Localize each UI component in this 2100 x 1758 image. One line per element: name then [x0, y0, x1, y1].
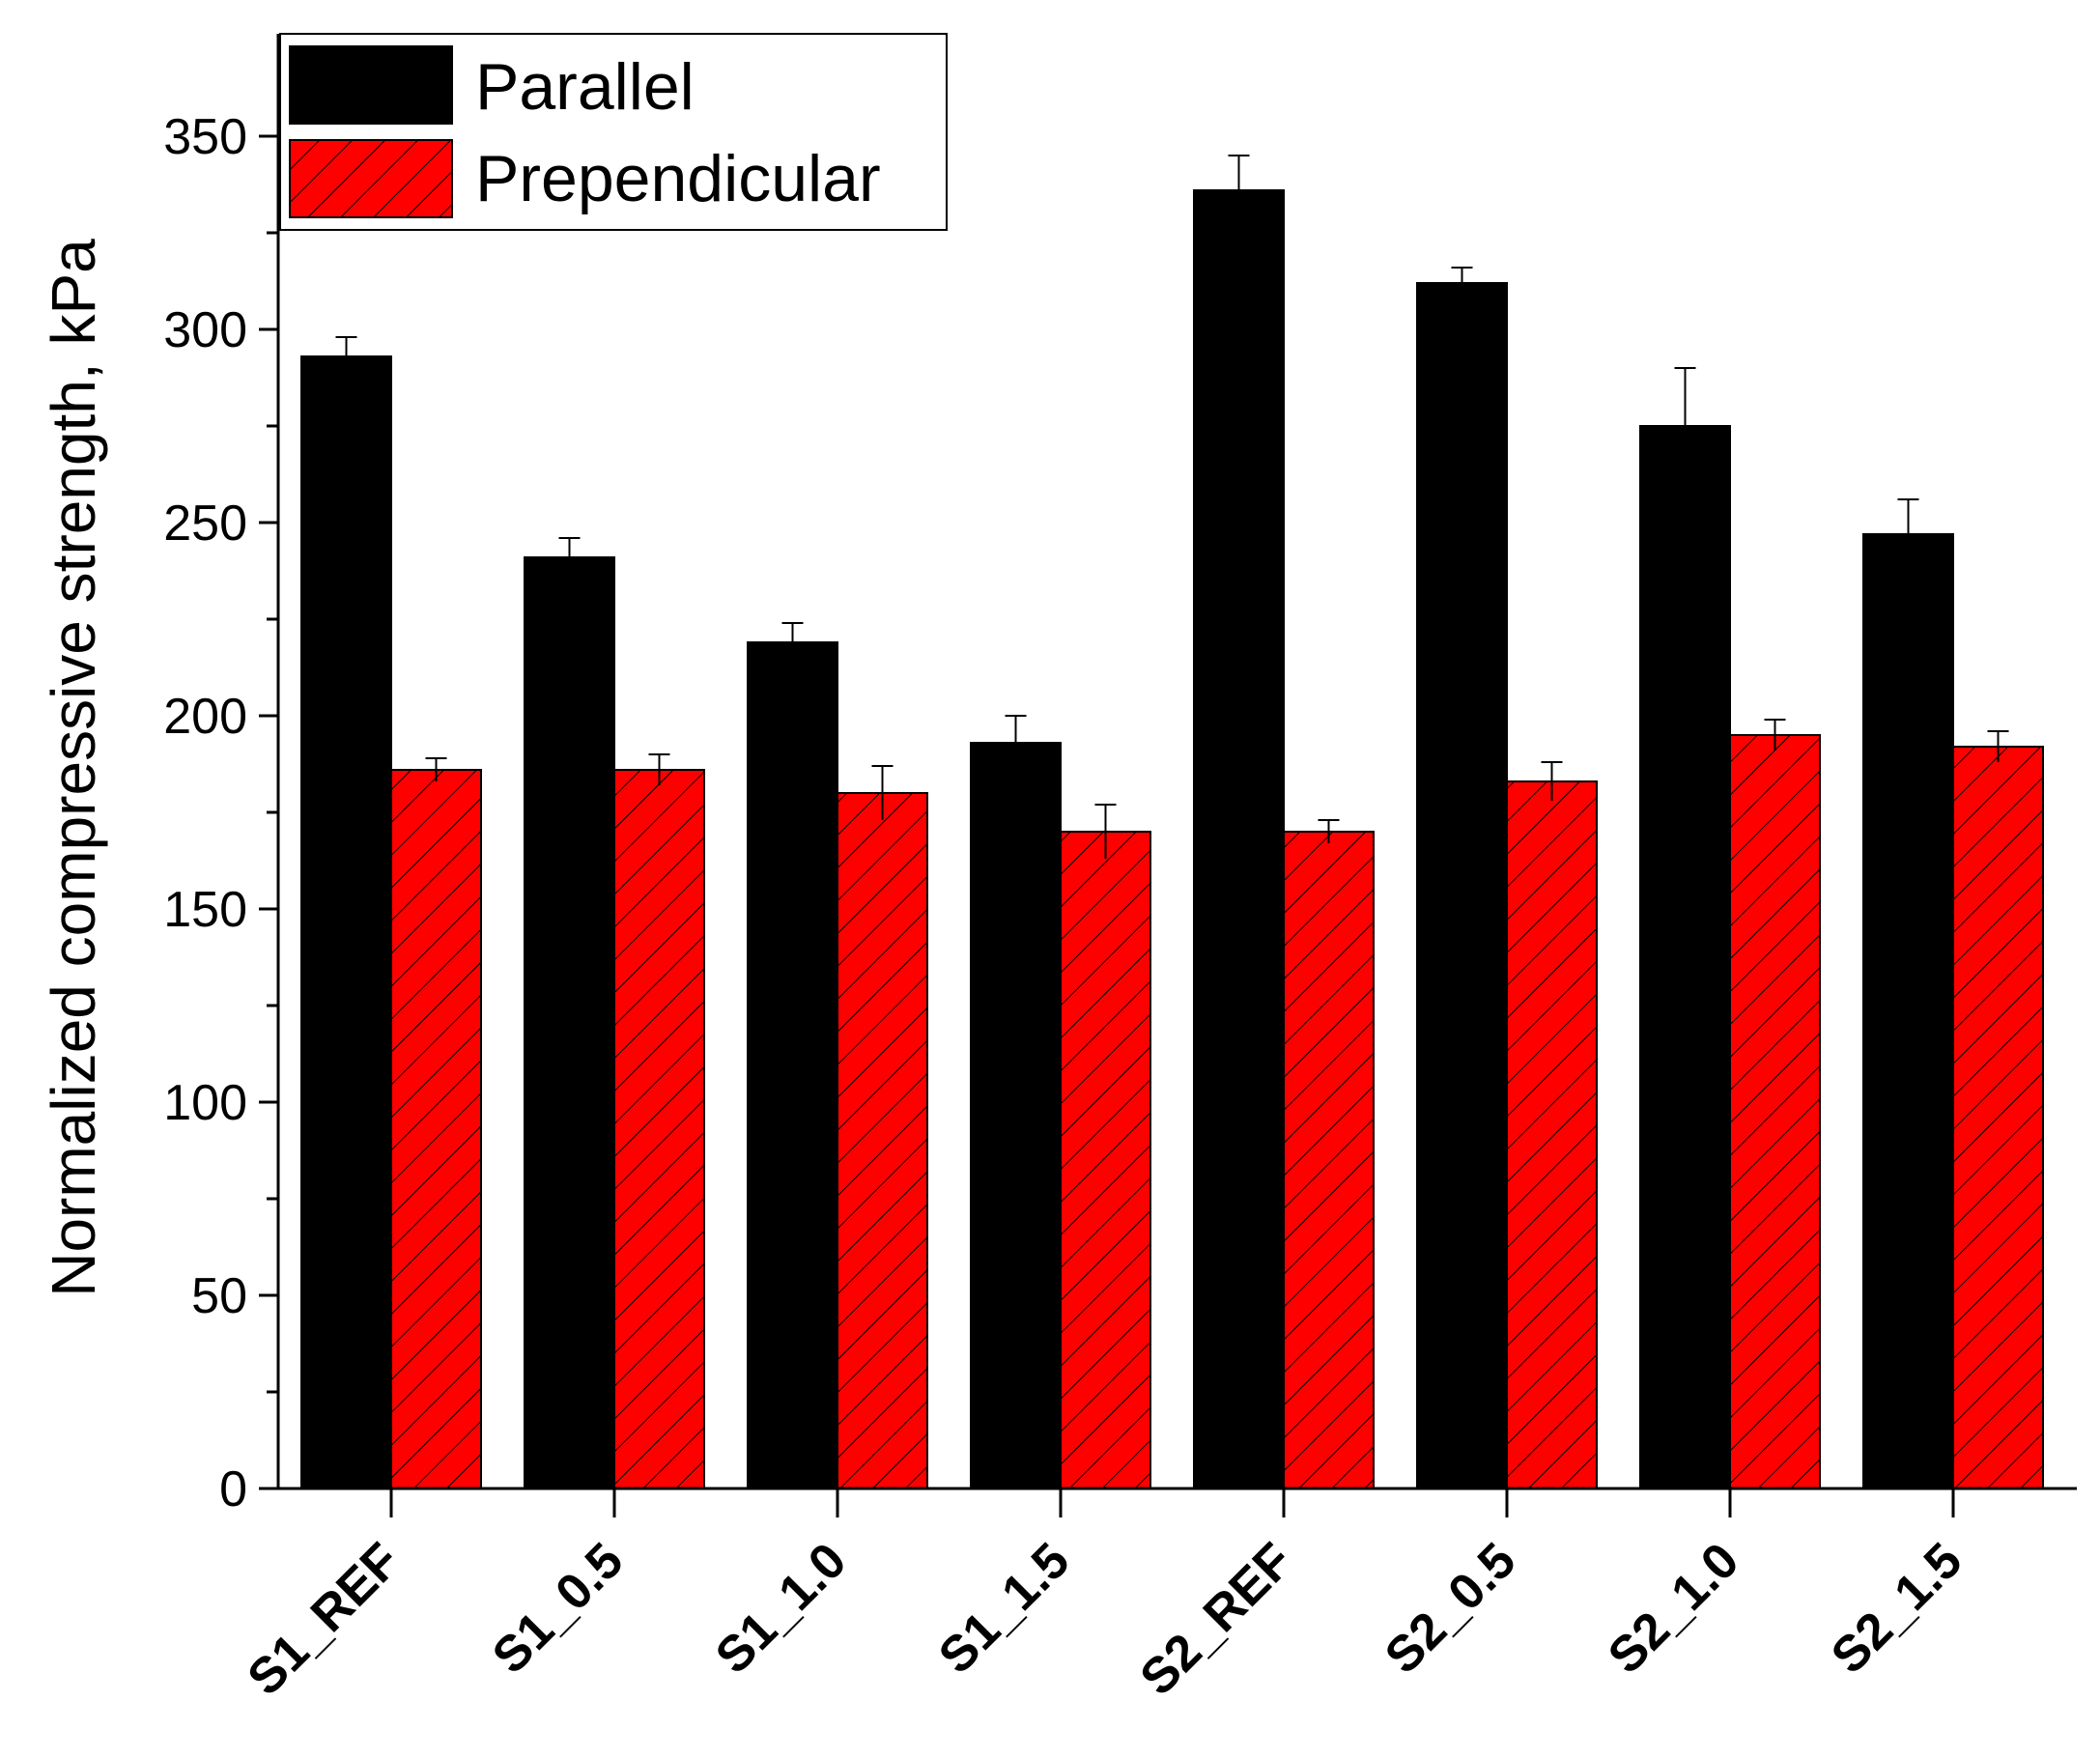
legend-label-parallel: Parallel [475, 50, 695, 124]
bar-prependicular-S1_1.0 [837, 792, 928, 1489]
bar-prependicular-S2_1.5 [1952, 746, 2044, 1489]
bar-prependicular-S1_1.5 [1060, 831, 1151, 1489]
bar-parallel-S1_1.5 [970, 742, 1062, 1489]
bar-parallel-S1_1.0 [747, 641, 838, 1489]
y-tick-label-50: 50 [191, 1268, 247, 1324]
x-tick-label-S1_REF: S1_REF [238, 1532, 411, 1706]
bar-parallel-S2_1.0 [1639, 425, 1731, 1489]
bars-group [300, 189, 2044, 1489]
x-tick-label-S2_0.5: S2_0.5 [1375, 1532, 1527, 1685]
bar-parallel-S1_0.5 [524, 556, 615, 1489]
bar-prependicular-S2_REF [1283, 831, 1375, 1489]
bar-parallel-S2_1.5 [1862, 533, 1954, 1489]
y-tick-label-150: 150 [163, 882, 247, 938]
y-tick-label-100: 100 [163, 1075, 247, 1131]
y-tick-label-200: 200 [163, 689, 247, 745]
x-tick-label-S1_0.5: S1_0.5 [482, 1532, 635, 1685]
legend: Parallel Prependicular [279, 33, 948, 231]
y-tick-label-300: 300 [163, 302, 247, 358]
bar-prependicular-S1_0.5 [613, 769, 705, 1489]
bar-prependicular-S2_0.5 [1506, 780, 1598, 1489]
bar-parallel-S2_REF [1193, 189, 1285, 1489]
y-tick-label-0: 0 [219, 1461, 247, 1517]
legend-swatch-prependicular [289, 139, 453, 218]
x-tick-label-S1_1.0: S1_1.0 [705, 1532, 858, 1685]
x-tick-label-S1_1.5: S1_1.5 [928, 1532, 1081, 1685]
y-axis-title: Normalized compressive strength, kPa [39, 239, 108, 1297]
legend-label-prependicular: Prependicular [475, 142, 881, 215]
legend-swatch-parallel [289, 45, 453, 125]
bar-prependicular-S1_REF [390, 769, 482, 1489]
x-tick-label-S2_1.0: S2_1.0 [1598, 1532, 1750, 1685]
y-tick-label-350: 350 [163, 109, 247, 165]
x-tick-label-S2_1.5: S2_1.5 [1821, 1532, 1973, 1685]
bar-parallel-S2_0.5 [1416, 282, 1508, 1489]
x-tick-label-S2_REF: S2_REF [1130, 1532, 1304, 1706]
bar-prependicular-S2_1.0 [1729, 734, 1821, 1489]
y-tick-label-250: 250 [163, 496, 247, 552]
bar-parallel-S1_REF [300, 355, 392, 1489]
error-bars-group [335, 155, 2009, 859]
